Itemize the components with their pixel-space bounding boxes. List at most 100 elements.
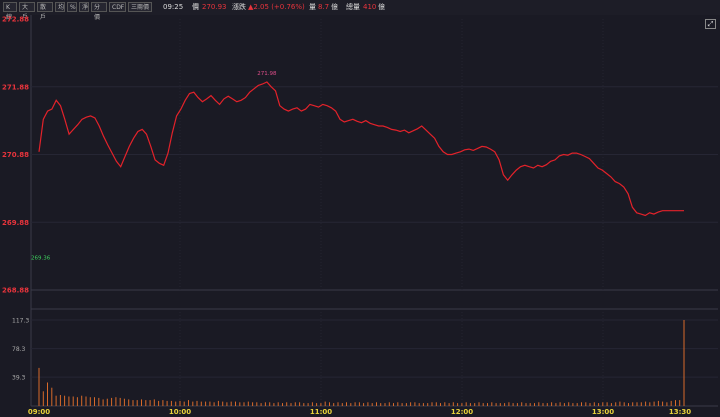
volume-bar — [640, 402, 642, 406]
volume-bar — [555, 403, 557, 406]
volume-bar — [405, 403, 407, 406]
toolbar-button-0[interactable]: K線 — [3, 2, 17, 21]
volume-bar — [657, 400, 659, 406]
volume-bar — [388, 402, 390, 406]
volume-bar — [482, 403, 484, 406]
volume-bar — [81, 395, 83, 406]
time-tick-label: 11:00 — [310, 408, 332, 416]
volume-bar — [653, 401, 655, 406]
volume-bar — [512, 403, 514, 406]
change-value: ▲2.05 (+0.76%) — [248, 3, 305, 11]
volume-bar — [371, 403, 373, 406]
volume-bar — [469, 403, 471, 406]
volume-bar — [568, 402, 570, 406]
toolbar-button-5[interactable]: 淨 — [79, 2, 89, 12]
volume-bar — [243, 402, 245, 406]
low-annotation: 269.36 — [31, 255, 51, 261]
toolbar-button-7[interactable]: CDF — [109, 2, 126, 12]
volume-bar — [623, 402, 625, 406]
volume-bar — [529, 403, 531, 406]
volume-bar — [337, 402, 339, 406]
time-tick-label: 13:00 — [592, 408, 614, 416]
toolbar-button-1[interactable]: 大戶 — [19, 2, 35, 21]
volume-bar — [136, 400, 138, 406]
volume-bar — [89, 397, 91, 406]
volume-bar — [264, 402, 266, 406]
volume-bar — [329, 402, 330, 406]
toolbar-button-3[interactable]: 均 — [55, 2, 65, 12]
volume-bar — [610, 403, 612, 406]
volume-bar — [444, 402, 446, 406]
time-tick-label: 10:00 — [169, 408, 191, 416]
volume-bar — [282, 403, 283, 406]
volume-bar — [222, 401, 224, 406]
volume-value: 8.7 — [318, 3, 330, 11]
volume-bar — [431, 402, 433, 406]
volume-tick-label: 39.3 — [12, 375, 26, 382]
time-tick-label: 13:30 — [669, 408, 691, 416]
volume-bar — [615, 402, 617, 406]
volume-bar — [196, 400, 198, 406]
volume-bar — [679, 400, 681, 406]
volume-bar — [418, 403, 420, 406]
toolbar-button-8[interactable]: 三兩價 — [128, 2, 152, 12]
volume-bar — [675, 400, 676, 406]
volume-bar — [239, 402, 241, 406]
volume-bar — [619, 401, 621, 406]
volume-bar — [581, 402, 582, 406]
volume-bar — [367, 402, 369, 406]
volume-bar — [516, 403, 518, 406]
price-tick-label: 269.88 — [2, 219, 29, 227]
volume-bar — [422, 403, 424, 406]
volume-bar — [286, 402, 288, 406]
time-tick-label: 09:00 — [28, 408, 50, 416]
volume-bar — [311, 402, 313, 406]
volume-bar — [68, 396, 70, 406]
volume-bar — [457, 403, 459, 406]
volume-bar — [525, 403, 527, 406]
volume-bar — [487, 403, 488, 406]
volume-bar — [188, 400, 189, 406]
toolbar-button-6[interactable]: 分價 — [91, 2, 107, 21]
volume-bar — [200, 401, 202, 406]
volume-bar — [123, 398, 125, 406]
volume-bar — [307, 403, 309, 406]
volume-bar — [452, 402, 454, 406]
volume-bar — [226, 402, 228, 406]
volume-bar — [593, 402, 595, 406]
volume-bar — [299, 402, 301, 406]
volume-bar — [72, 396, 74, 406]
total-volume-value: 410 — [363, 3, 377, 11]
volume-bar — [393, 403, 394, 406]
volume-bar — [542, 403, 544, 406]
volume-bar — [290, 403, 292, 406]
volume-bar — [158, 400, 160, 406]
volume-bar — [145, 400, 147, 406]
volume-bar — [98, 397, 100, 406]
price-tick-label: 268.88 — [2, 287, 29, 295]
expand-icon[interactable]: ⤢ — [705, 19, 716, 29]
volume-bar — [209, 401, 211, 406]
toolbar-button-2[interactable]: 散戶 — [37, 2, 53, 21]
volume-bar — [273, 403, 275, 406]
volume-label: 量 — [309, 3, 316, 11]
volume-tick-label: 117.3 — [12, 318, 29, 325]
price-value: 270.93 — [202, 3, 227, 11]
volume-bar — [636, 402, 638, 406]
volume-bar — [572, 403, 574, 406]
volume-bar — [94, 397, 95, 406]
volume-bar — [491, 402, 493, 406]
volume-bar — [320, 403, 322, 406]
volume-bar — [247, 401, 249, 406]
volume-bar — [55, 395, 57, 406]
volume-bar — [333, 403, 335, 406]
volume-bar — [166, 400, 168, 406]
volume-bar — [346, 402, 347, 406]
volume-bar — [397, 402, 399, 406]
volume-bar — [576, 403, 578, 406]
volume-bar — [363, 403, 365, 406]
time-tick-label: 12:00 — [451, 408, 473, 416]
toolbar-button-4[interactable]: % — [67, 2, 77, 12]
volume-bar — [632, 402, 634, 406]
